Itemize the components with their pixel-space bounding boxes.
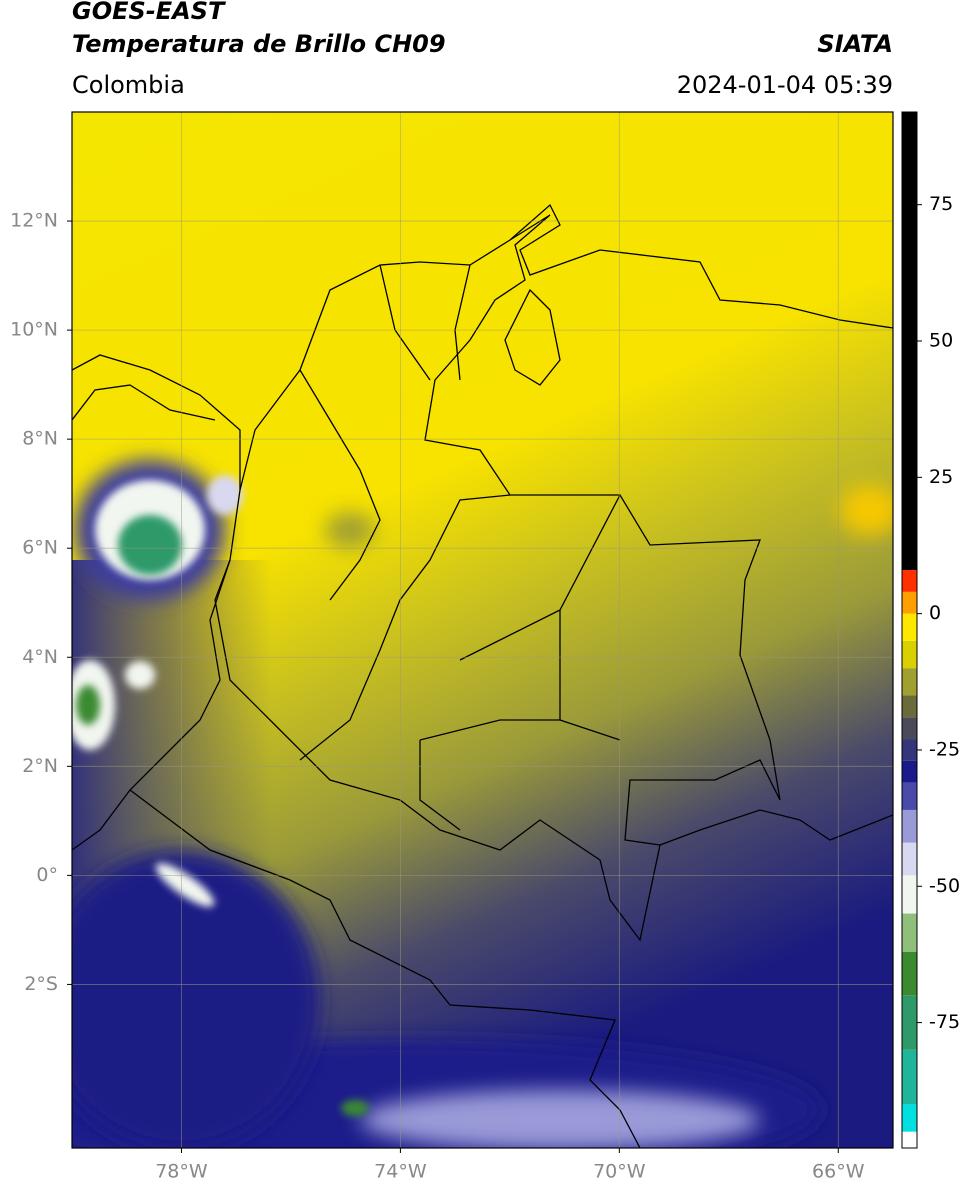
colorbar-segment (902, 739, 917, 761)
colorbar-tick-label: 75 (929, 193, 953, 215)
subtitle: Temperatura de Brillo CH09 (72, 30, 446, 58)
datetime: 2024-01-04 05:39 (677, 71, 893, 99)
colorbar-tick-label: 50 (929, 330, 953, 352)
y-tick-label: 0° (36, 864, 58, 886)
colorbar-segment (902, 695, 917, 718)
colorbar-tick-label: 0 (929, 602, 941, 624)
source: SIATA (817, 30, 893, 58)
colombia-border (214, 214, 781, 942)
x-tick-label: 74°W (374, 1161, 427, 1183)
colorbar-segment (902, 570, 917, 592)
lake-maracaibo (504, 288, 561, 386)
y-tick-label: 2°N (22, 755, 58, 777)
region: Colombia (72, 71, 185, 99)
satellite-image (72, 112, 893, 1148)
venezuela-coast (509, 203, 893, 329)
colorbar (902, 112, 917, 1148)
colorbar-segment (902, 640, 917, 669)
y-tick-label: 4°N (22, 646, 58, 668)
y-tick-label: 10°N (10, 319, 58, 341)
brazil-border (659, 809, 893, 846)
colorbar-segment (902, 782, 917, 810)
x-tick-label: 78°W (155, 1161, 208, 1183)
colorbar-segment (902, 1104, 917, 1132)
colorbar-segment (902, 913, 917, 952)
colorbar-frame (901, 111, 918, 1149)
y-tick-label: 8°N (22, 428, 58, 450)
colorbar-segment (902, 842, 917, 876)
colorbar-tick-label: -50 (929, 875, 960, 897)
colorbar-segment (902, 1131, 917, 1148)
colorbar-segment (902, 591, 917, 614)
colorbar-segment (902, 995, 917, 1050)
map-frame (71, 111, 894, 1149)
colorbar-tick-label: -75 (929, 1011, 960, 1033)
colorbar-segment (902, 951, 917, 996)
colorbar-segment (902, 112, 917, 571)
colorbar-segment (902, 760, 917, 783)
y-tick-label: 6°N (22, 537, 58, 559)
y-tick-label: 12°N (10, 210, 58, 232)
colorbar-segment (902, 875, 917, 914)
x-tick-label: 66°W (812, 1161, 865, 1183)
x-tick-label: 70°W (593, 1161, 646, 1183)
pacific-coast (72, 559, 231, 851)
colorbar-segment (902, 717, 917, 740)
colorbar-segment (902, 1049, 917, 1105)
colorbar-tick-label: 25 (929, 466, 953, 488)
title: GOES-EAST (72, 0, 226, 25)
colorbar-tick-label: -25 (929, 738, 960, 760)
colorbar-segment (902, 613, 917, 641)
y-tick-label: 2°S (24, 973, 58, 995)
colorbar-segment (902, 668, 917, 696)
colorbar-segment (902, 809, 917, 843)
panama-coast (72, 354, 241, 490)
